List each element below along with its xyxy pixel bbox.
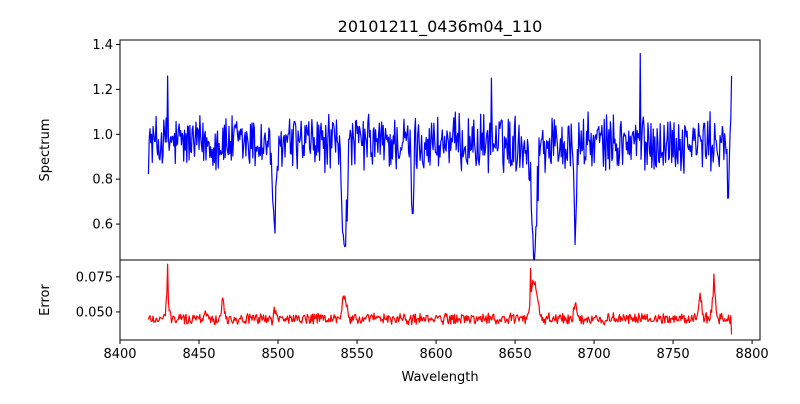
panel-spectrum: 0.6 0.8 1.0 1.2 1.4 Spectrum: [38, 38, 761, 261]
series-line-error: [147, 263, 733, 335]
x-tick-label: 8750: [657, 347, 690, 362]
chart-title: 20101211_0436m04_110: [338, 17, 543, 37]
x-tick-label: 8450: [182, 347, 215, 362]
y-tick-label: 1.0: [92, 128, 113, 143]
x-axis-label: Wavelength: [401, 370, 478, 385]
x-tick-label: 8700: [578, 347, 611, 362]
y-tick-label: 0.8: [92, 173, 113, 188]
y-axis-label-error: Error: [38, 284, 53, 316]
series-line-spectrum: [147, 52, 733, 261]
y-tick-label: 0.6: [92, 218, 113, 233]
x-tick-label: 8550: [340, 347, 373, 362]
plot-frame: [119, 259, 761, 341]
y-tick-label: 0.075: [76, 270, 113, 285]
x-tick-label: 8400: [103, 347, 136, 362]
y-axis-label-spectrum: Spectrum: [38, 119, 53, 182]
x-tick-label: 8650: [499, 347, 532, 362]
y-tick-label: 1.2: [92, 83, 113, 98]
y-tick-label: 0.050: [76, 305, 113, 320]
panel-error: 0.050 0.075 Error: [38, 259, 761, 341]
x-tick-label: 8600: [420, 347, 453, 362]
y-tick-label: 1.4: [92, 38, 113, 53]
x-tick-label: 8500: [261, 347, 294, 362]
x-tick-label: 8800: [736, 347, 769, 362]
